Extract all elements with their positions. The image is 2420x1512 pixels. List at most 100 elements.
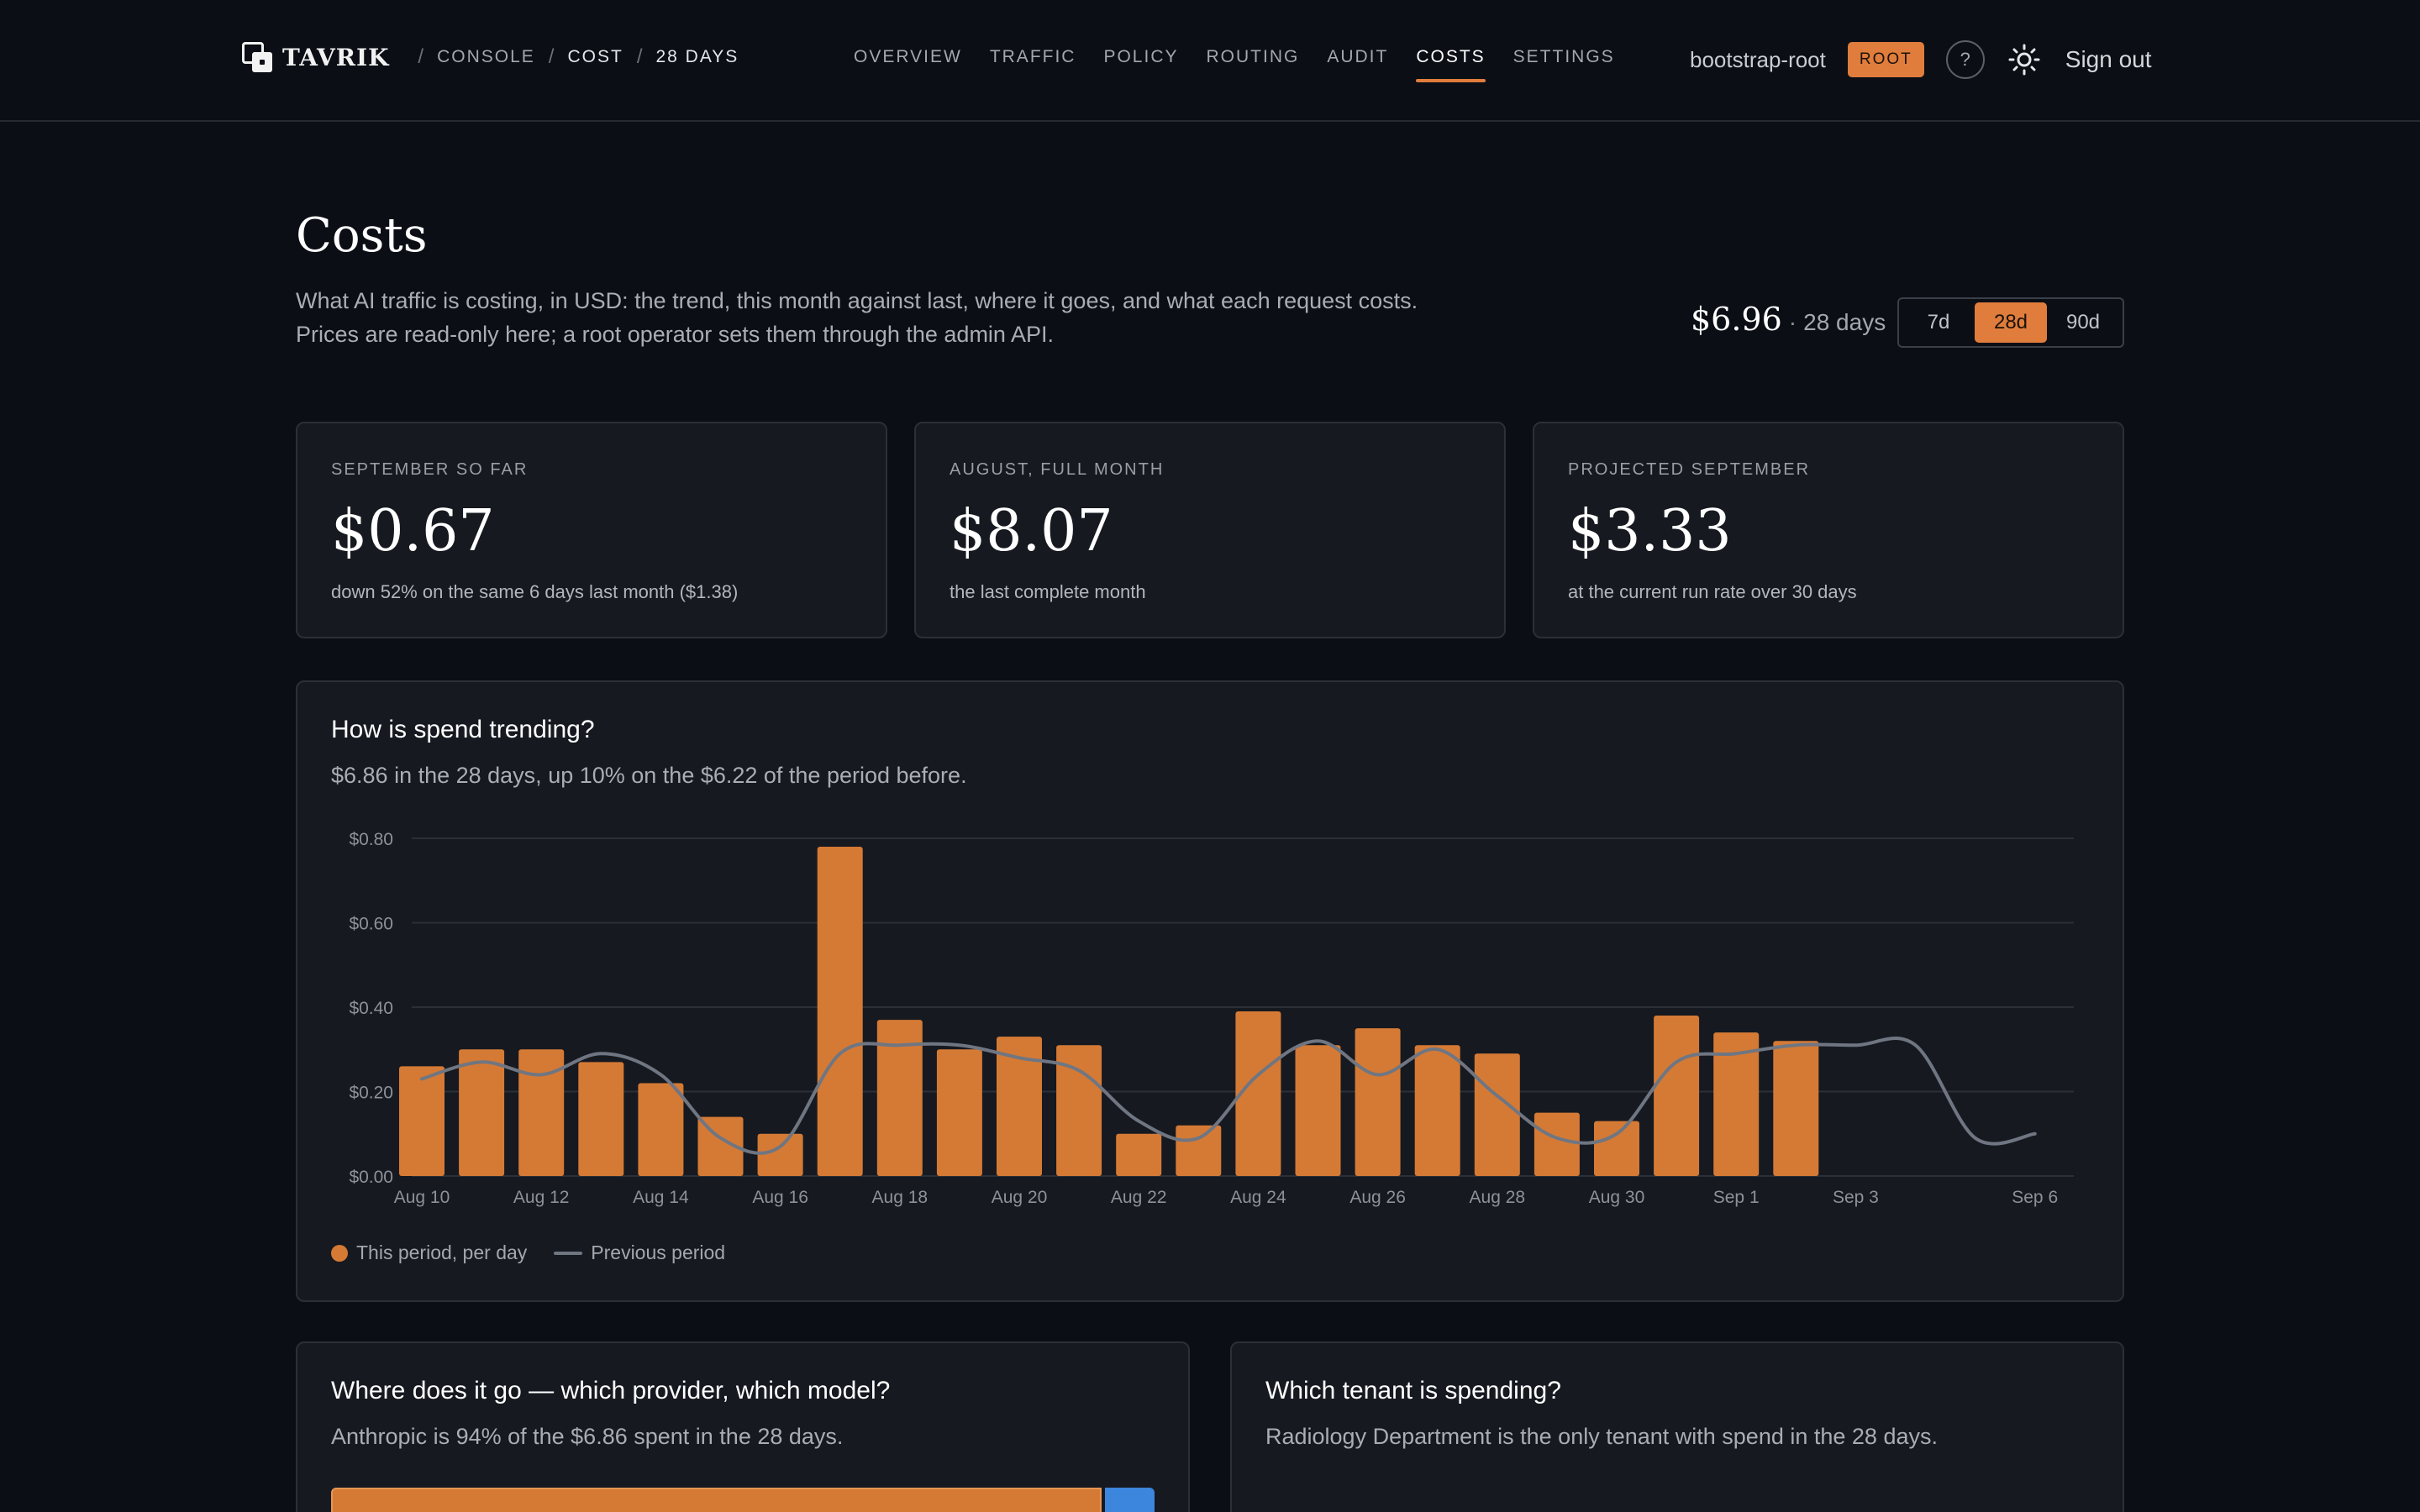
period-total-amount: $6.96	[1691, 301, 1782, 338]
x-tick-label: Aug 18	[872, 1188, 929, 1207]
bar	[1773, 1041, 1819, 1176]
x-tick-label: Aug 30	[1589, 1188, 1645, 1207]
spend-trend-card: How is spend trending? $6.86 in the 28 d…	[296, 680, 2124, 1302]
chart-legend: This period, per day Previous period	[331, 1242, 725, 1264]
x-tick-label: Aug 22	[1111, 1188, 1167, 1207]
provider-title: Where does it go — which provider, which…	[331, 1377, 891, 1404]
trend-subtitle: $6.86 in the 28 days, up 10% on the $6.2…	[331, 763, 967, 788]
page-title: Costs	[296, 208, 428, 263]
username: bootstrap-root	[1690, 46, 1826, 72]
range-90d-button[interactable]: 90d	[2065, 311, 2101, 333]
y-tick-label: $0.00	[349, 1168, 393, 1187]
breadcrumb: / CONSOLE / COST / 28 DAYS	[404, 45, 739, 69]
y-tick-label: $0.40	[349, 999, 393, 1018]
stat-card-august: AUGUST, FULL MONTH $8.07 the last comple…	[914, 422, 1506, 638]
bar	[876, 1020, 923, 1176]
main-nav: OVERVIEW TRAFFIC POLICY ROUTING AUDIT CO…	[854, 47, 1643, 82]
brand[interactable]: TAVRIK / CONSOLE / COST / 28 DAYS	[242, 42, 739, 72]
nav-traffic[interactable]: TRAFFIC	[989, 47, 1076, 66]
page-description: What AI traffic is costing, in USD: the …	[296, 288, 1418, 347]
top-bar: TAVRIK / CONSOLE / COST / 28 DAYS OVERVI…	[0, 0, 2420, 122]
y-tick-label: $0.20	[349, 1084, 393, 1103]
bar	[399, 1066, 445, 1176]
x-tick-label: Aug 26	[1349, 1188, 1406, 1207]
bar	[697, 1116, 744, 1176]
stat-note: the last complete month	[950, 581, 1146, 602]
x-tick-label: Sep 6	[2012, 1188, 2058, 1207]
bar	[1654, 1016, 1700, 1176]
bar	[578, 1062, 624, 1176]
bar	[1414, 1045, 1460, 1176]
bar	[1355, 1028, 1401, 1176]
x-tick-label: Aug 28	[1470, 1188, 1526, 1207]
bar	[1235, 1011, 1281, 1176]
range-28d-button[interactable]: 28d	[1975, 302, 2047, 343]
brand-name: TAVRIK	[282, 43, 390, 71]
bar	[1474, 1053, 1520, 1176]
stat-value: $8.07	[950, 498, 1113, 564]
breadcrumb-separator: /	[548, 45, 555, 68]
bar	[459, 1049, 505, 1176]
nav-routing[interactable]: ROUTING	[1206, 47, 1300, 66]
bar	[936, 1049, 982, 1176]
provider-subtitle: Anthropic is 94% of the $6.86 spent in t…	[331, 1424, 844, 1449]
bar	[997, 1037, 1042, 1176]
role-badge: ROOT	[1847, 42, 1924, 77]
bar	[1295, 1045, 1341, 1176]
legend-previous-swatch	[554, 1251, 583, 1255]
y-tick-label: $0.80	[349, 830, 393, 849]
nav-policy[interactable]: POLICY	[1103, 47, 1179, 66]
bar	[757, 1133, 803, 1176]
breadcrumb-cost[interactable]: COST	[567, 47, 623, 66]
x-tick-label: Sep 1	[1713, 1188, 1760, 1207]
period-total: $6.96 · 28 days	[1691, 301, 1886, 338]
stat-value: $0.67	[331, 498, 495, 564]
stat-label: PROJECTED SEPTEMBER	[1568, 460, 1811, 479]
range-selector: 7d 28d 90d	[1897, 297, 2124, 348]
bar	[1534, 1112, 1580, 1176]
period-total-separator: ·	[1788, 309, 1797, 335]
stat-card-september: SEPTEMBER SO FAR $0.67 down 52% on the s…	[296, 422, 887, 638]
tenant-title: Which tenant is spending?	[1265, 1377, 1561, 1404]
nav-costs[interactable]: COSTS	[1416, 47, 1486, 82]
provider-breakdown-card: Where does it go — which provider, which…	[296, 1341, 1190, 1512]
nav-audit[interactable]: AUDIT	[1327, 47, 1389, 66]
x-tick-label: Sep 3	[1833, 1188, 1879, 1207]
bar	[817, 847, 863, 1176]
stat-label: SEPTEMBER SO FAR	[331, 460, 529, 479]
provider-segment-other[interactable]	[1105, 1488, 1155, 1512]
x-tick-label: Aug 24	[1230, 1188, 1286, 1207]
nav-settings[interactable]: SETTINGS	[1512, 47, 1615, 66]
x-tick-label: Aug 10	[394, 1188, 450, 1207]
x-tick-label: Aug 16	[752, 1188, 808, 1207]
y-tick-label: $0.60	[349, 915, 393, 934]
x-tick-label: Aug 14	[633, 1188, 689, 1207]
breadcrumb-separator: /	[418, 45, 424, 68]
bar	[1176, 1125, 1222, 1176]
breadcrumb-console[interactable]: CONSOLE	[437, 47, 535, 66]
legend-current-swatch	[331, 1244, 348, 1262]
theme-toggle-sun-icon[interactable]	[2005, 40, 2044, 79]
previous-period-line	[420, 1037, 2037, 1155]
breadcrumb-range: 28 DAYS	[655, 47, 739, 66]
help-button[interactable]: ?	[1945, 40, 1985, 79]
provider-segment-anthropic[interactable]	[331, 1488, 1102, 1512]
sign-out-button[interactable]: Sign out	[2065, 46, 2152, 72]
bar	[638, 1083, 684, 1176]
bar	[1116, 1133, 1162, 1176]
tenant-subtitle: Radiology Department is the only tenant …	[1265, 1424, 1938, 1449]
range-7d-button[interactable]: 7d	[1927, 311, 1950, 333]
stat-note: at the current run rate over 30 days	[1568, 581, 1857, 602]
legend-previous-label: Previous period	[591, 1242, 726, 1263]
spend-trend-chart: $0.00 $0.20 $0.40 $0.60 $0.80 Aug 10 Aug 12 Aug…	[349, 830, 2074, 1207]
user-area: bootstrap-root ROOT ? Sign out	[1690, 40, 2152, 79]
nav-overview[interactable]: OVERVIEW	[854, 47, 962, 66]
period-total-label: 28 days	[1803, 309, 1886, 335]
x-tick-label: Aug 12	[513, 1188, 570, 1207]
stat-card-projected: PROJECTED SEPTEMBER $3.33 at the current…	[1533, 422, 2124, 638]
stat-value: $3.33	[1568, 498, 1732, 564]
x-tick-label: Aug 20	[992, 1188, 1048, 1207]
breadcrumb-separator: /	[636, 45, 643, 68]
bar	[1713, 1032, 1760, 1176]
legend-current-label: This period, per day	[356, 1242, 528, 1263]
